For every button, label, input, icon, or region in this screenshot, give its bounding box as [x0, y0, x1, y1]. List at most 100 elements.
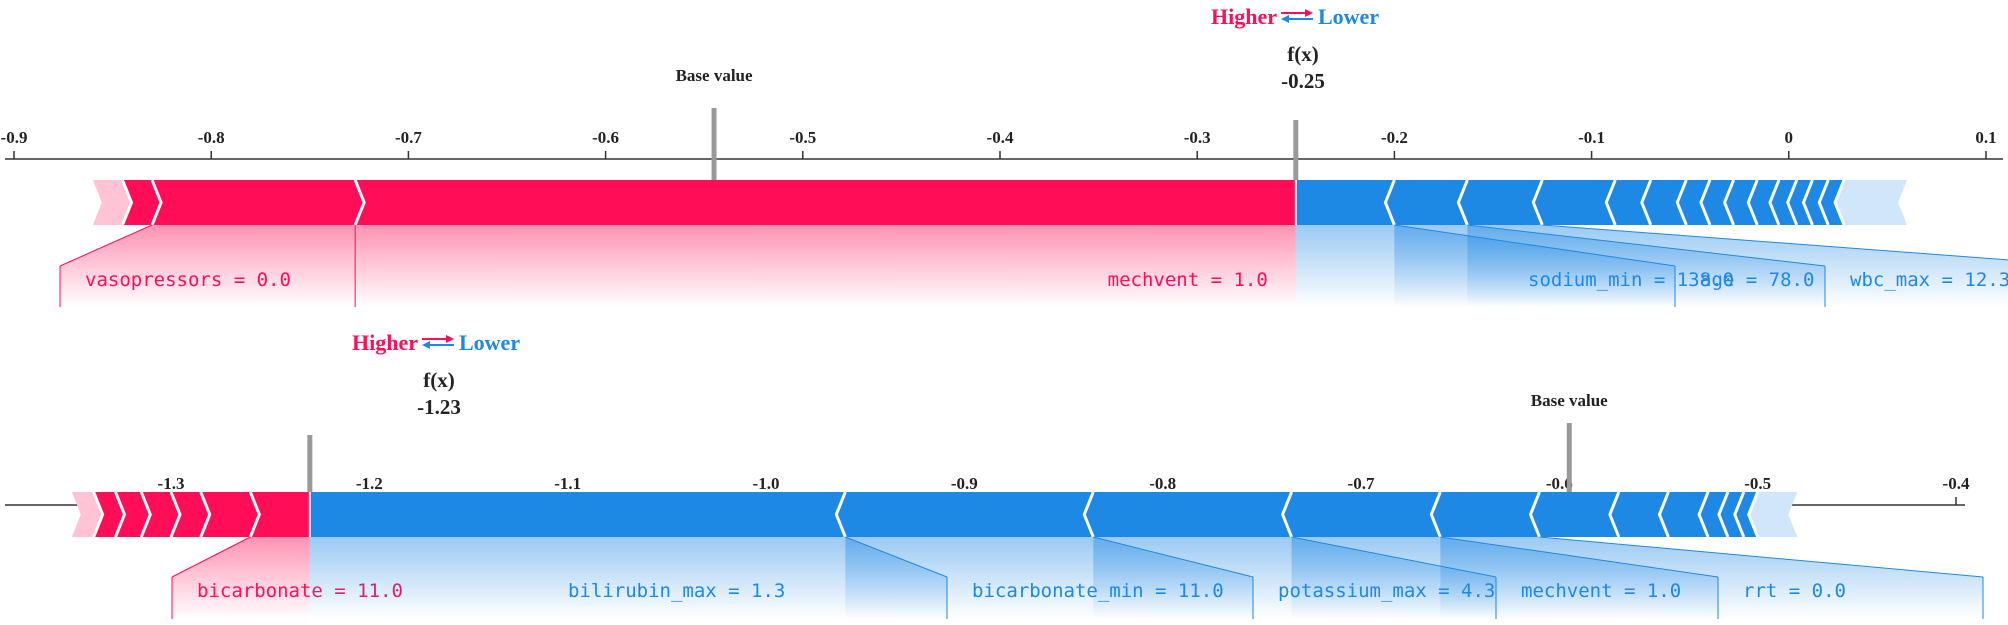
legend-arrows-icon — [1281, 9, 1313, 23]
negative-segment — [1295, 180, 1395, 225]
negative-segment — [1769, 180, 1797, 225]
fx-label: f(x) — [1287, 42, 1318, 66]
negative-label-wedge — [1467, 225, 2008, 307]
legend-higher-label: Higher — [1211, 4, 1277, 29]
negative-segment — [1724, 180, 1758, 225]
force-bars — [92, 179, 1908, 226]
segment-divider — [1429, 491, 1442, 538]
segment-divider — [1833, 179, 1846, 226]
tick-label: -0.5 — [789, 128, 816, 147]
segment-divider — [1456, 179, 1469, 226]
segment-divider — [1768, 179, 1781, 226]
feature-label: mechvent = 1.0 — [1108, 269, 1268, 291]
segment-divider — [199, 491, 212, 538]
tick-label: -0.5 — [1744, 474, 1771, 493]
negative-segment — [1803, 180, 1829, 225]
positive-segment — [71, 492, 103, 537]
segment-divider — [1746, 179, 1759, 226]
segment-divider — [248, 491, 261, 538]
tick-label: -0.4 — [987, 128, 1014, 147]
segment-divider — [1801, 179, 1814, 226]
negative-segment — [1835, 180, 1908, 225]
tick-label: -0.7 — [395, 128, 422, 147]
negative-segment — [1699, 492, 1728, 537]
positive-segment — [122, 180, 162, 225]
tick-label: -0.7 — [1348, 474, 1375, 493]
positive-segment — [92, 180, 132, 225]
segment-divider — [1786, 179, 1799, 226]
segment-divider — [1675, 179, 1688, 226]
label-leader-line — [171, 536, 251, 578]
segment-divider — [1733, 491, 1746, 538]
base-value-label: Base value — [676, 66, 753, 85]
negative-segment — [1700, 180, 1734, 225]
value-markers — [307, 423, 1572, 492]
positive-label-wedge — [60, 225, 356, 307]
tick-label: 0.1 — [1975, 128, 1996, 147]
positive-segment — [115, 492, 151, 537]
tick-label: -0.8 — [198, 128, 225, 147]
base-value-marker — [1566, 423, 1572, 492]
legend-lower-label: Lower — [459, 330, 520, 355]
segment-divider — [1383, 179, 1396, 226]
tick-label: -0.8 — [1149, 474, 1176, 493]
feature-label: bilirubin_max = 1.3 — [568, 580, 785, 602]
negative-segment — [1609, 492, 1669, 537]
segment-divider — [1531, 179, 1544, 226]
positive-segment — [355, 180, 1296, 225]
segment-divider — [1817, 179, 1830, 226]
positive-segment — [141, 492, 180, 537]
segment-divider — [121, 179, 134, 226]
negative-segment — [1606, 180, 1651, 225]
label-leader-line — [1539, 536, 1984, 578]
segment-divider — [1604, 179, 1617, 226]
feature-label: rrt = 0.0 — [1743, 580, 1846, 602]
tick-label: -0.6 — [592, 128, 619, 147]
negative-segment — [1431, 492, 1540, 537]
segment-divider — [834, 491, 847, 538]
fx-value: -1.23 — [417, 395, 461, 419]
segment-divider — [1699, 179, 1712, 226]
fx-value: -0.25 — [1281, 69, 1325, 93]
positive-segment — [250, 492, 310, 537]
negative-segment — [1677, 180, 1710, 225]
negative-segment — [1533, 180, 1616, 225]
tick-label: -1.0 — [753, 474, 780, 493]
segment-divider — [1722, 179, 1735, 226]
force-bars — [71, 491, 1798, 538]
segment-divider — [1608, 491, 1621, 538]
segment-divider — [1640, 179, 1653, 226]
negative-segment — [1084, 492, 1292, 537]
negative-segment — [309, 492, 846, 537]
tick-label: 0 — [1785, 128, 1794, 147]
feature-labels: bicarbonate = 11.0 bilirubin_max = 1.3 bic… — [171, 536, 1984, 619]
segment-divider — [1697, 491, 1710, 538]
segment-divider — [1717, 491, 1730, 538]
negative-segment — [1282, 492, 1441, 537]
negative-segment — [1641, 180, 1687, 225]
tick-label: -0.1 — [1578, 128, 1605, 147]
legend-higher-label: Higher — [352, 330, 418, 355]
force-plot-1: Higher Lower f(x) -0.25 Base value -0.9-… — [1, 4, 2008, 307]
feature-label: wbc_max = 12.3 — [1850, 269, 2008, 291]
tick-label: -1.2 — [356, 474, 383, 493]
tick-label: -0.6 — [1546, 474, 1573, 493]
negative-segment — [1819, 180, 1845, 225]
segment-divider — [1528, 491, 1541, 538]
positive-segment — [93, 492, 125, 537]
negative-segment — [1385, 180, 1468, 225]
segment-divider — [1747, 491, 1760, 538]
fx-marker — [307, 435, 313, 492]
segment-divider — [150, 179, 163, 226]
negative-segment — [1458, 180, 1543, 225]
negative-segment — [1718, 492, 1744, 537]
fx-marker — [1293, 120, 1299, 180]
positive-label-wedge — [355, 225, 1296, 307]
tick-label: -0.3 — [1184, 128, 1211, 147]
negative-segment — [1530, 492, 1619, 537]
force-plot-2: Higher Lower f(x) -1.23 Base value -1.3 -… — [5, 330, 1984, 619]
tick-label: -0.2 — [1381, 128, 1408, 147]
legend-higher-lower: Higher Lower — [352, 330, 520, 355]
